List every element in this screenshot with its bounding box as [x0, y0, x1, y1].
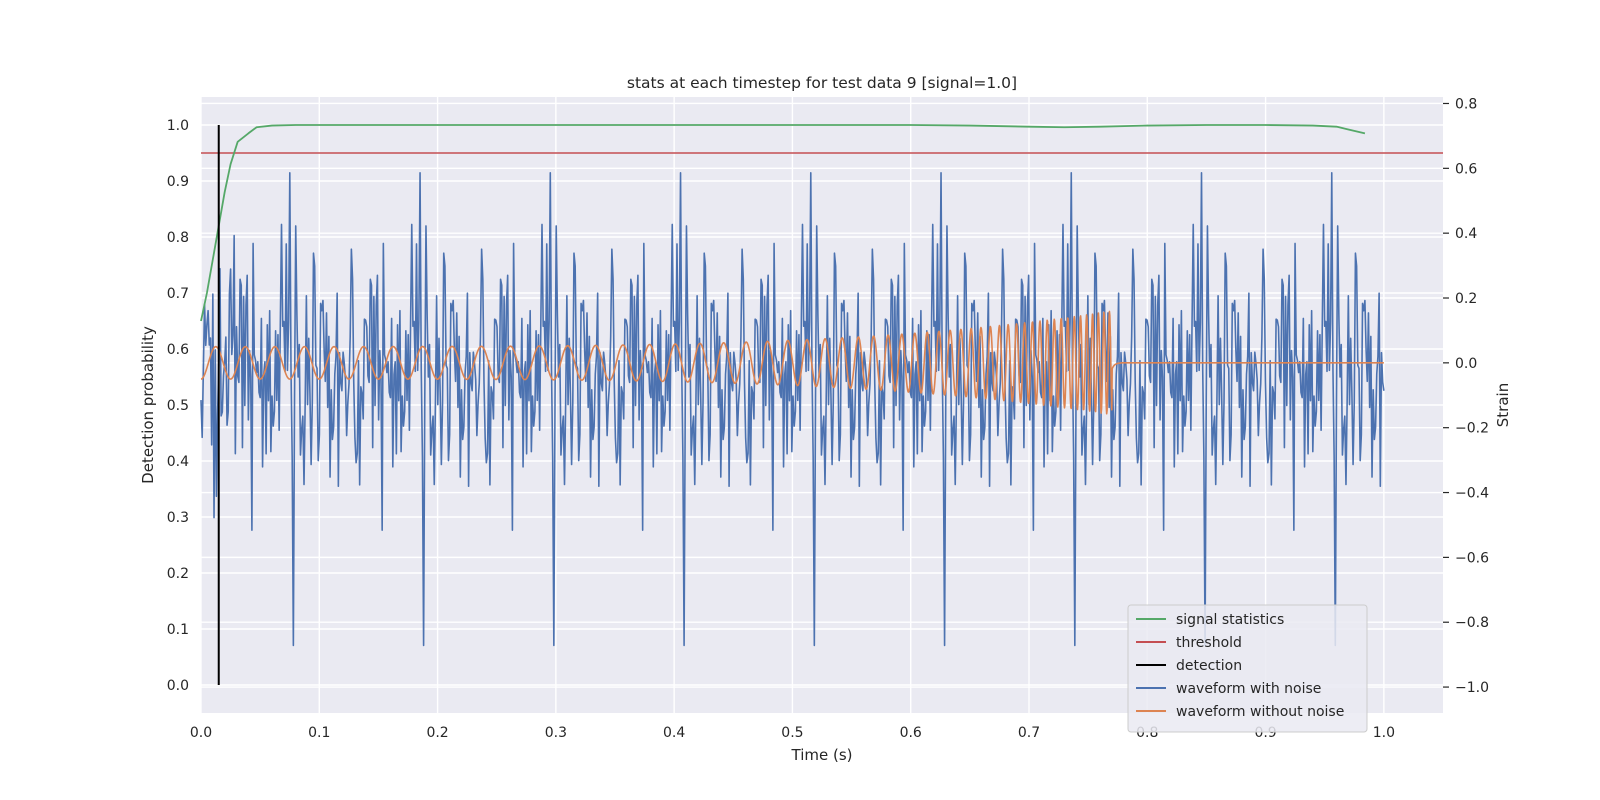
x-tick-label: 0.3 — [545, 725, 567, 741]
x-tick-label: 0.0 — [190, 725, 212, 741]
x-tick-label: 0.7 — [1018, 725, 1040, 741]
x-tick-label: 0.4 — [663, 725, 685, 741]
legend-label: waveform without noise — [1176, 704, 1344, 720]
y-tick-label: 0.1 — [167, 622, 189, 638]
y-axis-label: Detection probability — [139, 326, 157, 484]
y-right-tick-label: 0.8 — [1455, 96, 1477, 112]
legend-label: detection — [1176, 658, 1242, 674]
y-right-tick-label: −0.4 — [1455, 486, 1489, 502]
x-tick-label: 0.5 — [781, 725, 803, 741]
y-tick-label: 0.9 — [167, 174, 189, 190]
y-right-tick-label: −1.0 — [1455, 680, 1489, 696]
y-right-tick-label: 0.4 — [1455, 226, 1477, 242]
chart-title: stats at each timestep for test data 9 [… — [627, 74, 1017, 92]
y-right-axis-ticks: −1.0 −0.8 −0.6 −0.4 −0.2 0.0 0.2 0.4 0.6 0.8 — [1443, 96, 1489, 696]
legend-box — [1127, 604, 1368, 733]
y-right-tick-label: −0.6 — [1455, 550, 1489, 566]
y-right-tick-label: 0.6 — [1455, 161, 1477, 177]
y-tick-label: 0.4 — [167, 454, 189, 470]
x-tick-label: 0.6 — [900, 725, 922, 741]
y-right-tick-label: −0.2 — [1455, 421, 1489, 437]
x-tick-label: 1.0 — [1373, 725, 1395, 741]
legend-label: threshold — [1176, 635, 1242, 651]
legend: signal statistics threshold detection wavef… — [1127, 604, 1368, 733]
y-tick-label: 0.2 — [167, 566, 189, 582]
series-waveform-without-noise — [200, 310, 1385, 415]
series-layer — [200, 124, 1443, 685]
x-tick-label: 0.2 — [426, 725, 448, 741]
y-tick-label: 1.0 — [167, 118, 189, 134]
legend-label: signal statistics — [1176, 612, 1284, 628]
x-tick-label: 0.1 — [308, 725, 330, 741]
legend-label: waveform with noise — [1176, 681, 1321, 697]
y-axis-ticks: 0.0 0.1 0.2 0.3 0.4 0.5 0.6 0.7 0.8 0.9 1.0 — [167, 118, 189, 694]
series-waveform-with-noise — [200, 171, 1385, 647]
y-right-tick-label: −0.8 — [1455, 615, 1489, 631]
y-right-axis-label: Strain — [1494, 383, 1512, 427]
y-right-tick-label: 0.0 — [1455, 356, 1477, 372]
x-axis-label: Time (s) — [791, 746, 853, 764]
y-tick-label: 0.7 — [167, 286, 189, 302]
y-tick-label: 0.3 — [167, 510, 189, 526]
x-axis-ticks: 0.0 0.1 0.2 0.3 0.4 0.5 0.6 0.7 0.8 0.9 1.0 — [190, 725, 1395, 741]
y-tick-label: 0.6 — [167, 342, 189, 358]
y-tick-label: 0.5 — [167, 398, 189, 414]
y-tick-label: 0.0 — [167, 678, 189, 694]
series-signal-statistics — [200, 124, 1366, 322]
y-right-tick-label: 0.2 — [1455, 291, 1477, 307]
y-tick-label: 0.8 — [167, 230, 189, 246]
